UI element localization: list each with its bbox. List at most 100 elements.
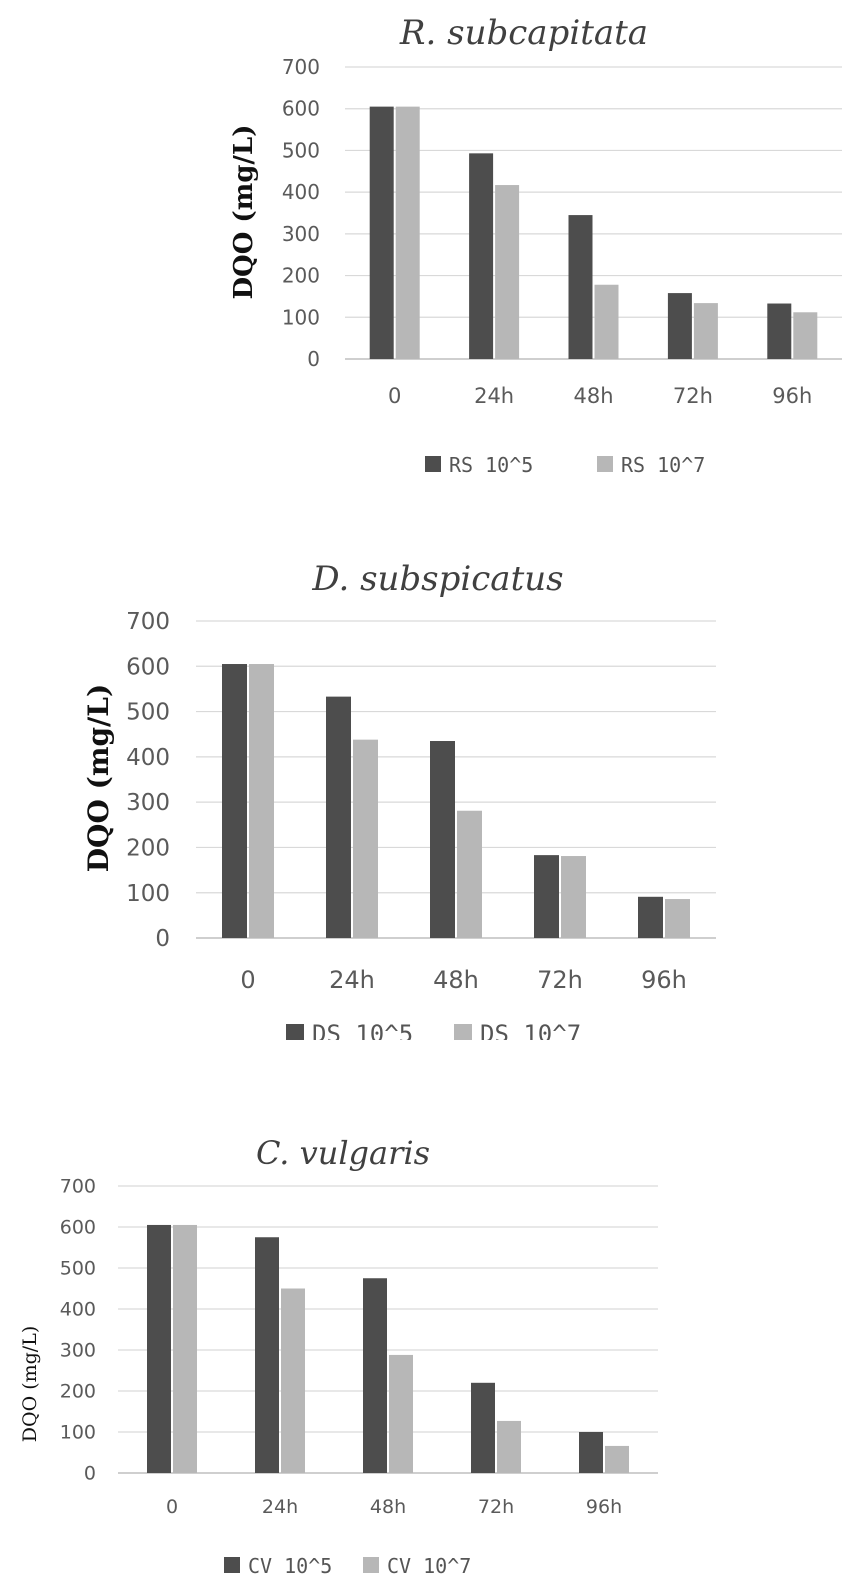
y-tick-label: 700 bbox=[60, 1176, 96, 1198]
y-ticks: 0 100 200 300 400 500 600 700 bbox=[126, 609, 170, 952]
bar-series2-48h bbox=[389, 1354, 413, 1473]
x-tick-label: 0 bbox=[388, 384, 401, 408]
y-tick-label: 0 bbox=[307, 347, 320, 371]
y-tick-label: 100 bbox=[126, 881, 170, 907]
bar-series1-24h bbox=[326, 696, 351, 938]
bar-series2-72h bbox=[561, 856, 586, 938]
legend-swatch bbox=[224, 1557, 240, 1573]
bar-series2-72h bbox=[497, 1420, 521, 1473]
bars bbox=[147, 1224, 629, 1473]
x-tick-label: 72h bbox=[537, 966, 583, 994]
x-tick-label: 48h bbox=[433, 966, 479, 994]
bar-series1-24h bbox=[255, 1237, 279, 1473]
gridlines bbox=[196, 620, 716, 939]
bar-series2-24h bbox=[495, 185, 520, 359]
y-tick-label: 700 bbox=[126, 609, 170, 635]
bar-series2-0 bbox=[173, 1224, 197, 1473]
bar-series2-0 bbox=[249, 664, 274, 938]
bar-series2-96h bbox=[665, 899, 690, 938]
x-tick-label: 72h bbox=[478, 1496, 514, 1518]
bar-series2-48h bbox=[457, 810, 482, 938]
bars bbox=[222, 664, 690, 938]
y-tick-label: 400 bbox=[126, 745, 170, 771]
bar-series1-72h bbox=[471, 1382, 495, 1473]
x-tick-label: 96h bbox=[586, 1496, 622, 1518]
chart-c-vulgaris: C. vulgaris DQO (mg/L) 0 100 200 300 400 500 6… bbox=[19, 1134, 658, 1578]
bar-series2-24h bbox=[353, 739, 378, 938]
bar-series1-96h bbox=[579, 1432, 603, 1473]
legend-swatch bbox=[454, 1024, 472, 1040]
x-ticks: 0 24h 48h 72h 96h bbox=[166, 1496, 622, 1518]
y-tick-label: 600 bbox=[282, 97, 320, 121]
bar-series1-0 bbox=[222, 664, 247, 938]
y-tick-label: 100 bbox=[60, 1422, 96, 1444]
y-tick-label: 200 bbox=[60, 1381, 96, 1403]
x-tick-label: 96h bbox=[641, 966, 687, 994]
x-tick-label: 96h bbox=[772, 384, 812, 408]
legend-swatch bbox=[597, 456, 613, 472]
bar-series2-48h bbox=[594, 284, 619, 359]
bar-series2-0 bbox=[395, 106, 420, 359]
chart-title: R. subcapitata bbox=[399, 13, 648, 53]
bar-series1-96h bbox=[767, 303, 792, 359]
bar-series1-0 bbox=[369, 106, 394, 359]
y-tick-label: 500 bbox=[126, 700, 170, 726]
legend: RS 10^5 RS 10^7 bbox=[425, 453, 705, 477]
bar-series2-96h bbox=[605, 1445, 629, 1473]
bars bbox=[369, 106, 818, 359]
legend-swatch bbox=[363, 1557, 379, 1573]
bar-series1-96h bbox=[638, 896, 663, 938]
x-tick-label: 0 bbox=[166, 1496, 178, 1518]
y-tick-label: 500 bbox=[60, 1258, 96, 1280]
legend-swatch bbox=[286, 1024, 304, 1040]
y-tick-label: 300 bbox=[60, 1340, 96, 1362]
y-tick-label: 400 bbox=[60, 1299, 96, 1321]
legend-label: CV 10^7 bbox=[387, 1554, 471, 1578]
legend-label: DS 10^5 bbox=[312, 1020, 413, 1040]
x-tick-label: 24h bbox=[329, 966, 375, 994]
x-ticks: 0 24h 48h 72h 96h bbox=[240, 966, 687, 994]
bar-series1-72h bbox=[534, 855, 559, 938]
y-tick-label: 600 bbox=[60, 1217, 96, 1239]
gridlines bbox=[345, 66, 842, 360]
x-tick-label: 24h bbox=[474, 384, 514, 408]
y-tick-label: 200 bbox=[282, 264, 320, 288]
chart-r-subcapitata: R. subcapitata DQO (mg/L) 0 100 200 300 400 5… bbox=[229, 13, 842, 477]
legend: DS 10^5 DS 10^7 bbox=[286, 1020, 581, 1040]
chart-title: D. subspicatus bbox=[311, 559, 563, 599]
bar-series2-72h bbox=[693, 303, 718, 359]
legend-swatch bbox=[425, 456, 441, 472]
y-axis-label: DQO (mg/L) bbox=[19, 1326, 41, 1442]
legend-label: DS 10^7 bbox=[480, 1020, 581, 1040]
bar-series1-48h bbox=[363, 1278, 387, 1473]
y-tick-label: 400 bbox=[282, 180, 320, 204]
x-tick-label: 0 bbox=[240, 966, 255, 994]
x-tick-label: 48h bbox=[573, 384, 613, 408]
y-tick-label: 100 bbox=[282, 305, 320, 329]
bar-series2-24h bbox=[281, 1288, 305, 1473]
bar-series1-72h bbox=[667, 293, 692, 359]
legend-label: RS 10^7 bbox=[621, 453, 705, 477]
x-tick-label: 48h bbox=[370, 1496, 406, 1518]
y-tick-label: 300 bbox=[126, 790, 170, 816]
y-tick-label: 0 bbox=[84, 1463, 96, 1485]
gridlines bbox=[118, 1185, 658, 1474]
y-axis-label: DQO (mg/L) bbox=[229, 125, 259, 300]
y-tick-label: 0 bbox=[155, 926, 170, 952]
y-tick-label: 500 bbox=[282, 138, 320, 162]
y-ticks: 0 100 200 300 400 500 600 700 bbox=[60, 1176, 96, 1485]
x-ticks: 0 24h 48h 72h 96h bbox=[388, 384, 812, 408]
bar-series1-0 bbox=[147, 1224, 171, 1473]
chart-d-subspicatus: D. subspicatus DQO (mg/L) 0 100 200 300 400 5… bbox=[82, 559, 716, 1040]
y-tick-label: 200 bbox=[126, 835, 170, 861]
y-tick-label: 600 bbox=[126, 654, 170, 680]
bar-series1-48h bbox=[430, 741, 455, 938]
bar-series2-96h bbox=[793, 312, 818, 359]
legend-label: CV 10^5 bbox=[248, 1554, 332, 1578]
y-tick-label: 700 bbox=[282, 55, 320, 79]
y-ticks: 0 100 200 300 400 500 600 700 bbox=[282, 55, 320, 371]
bar-series1-24h bbox=[469, 153, 494, 359]
y-axis-label: DQO (mg/L) bbox=[82, 684, 115, 872]
x-tick-label: 24h bbox=[262, 1496, 298, 1518]
legend-label: RS 10^5 bbox=[449, 453, 533, 477]
